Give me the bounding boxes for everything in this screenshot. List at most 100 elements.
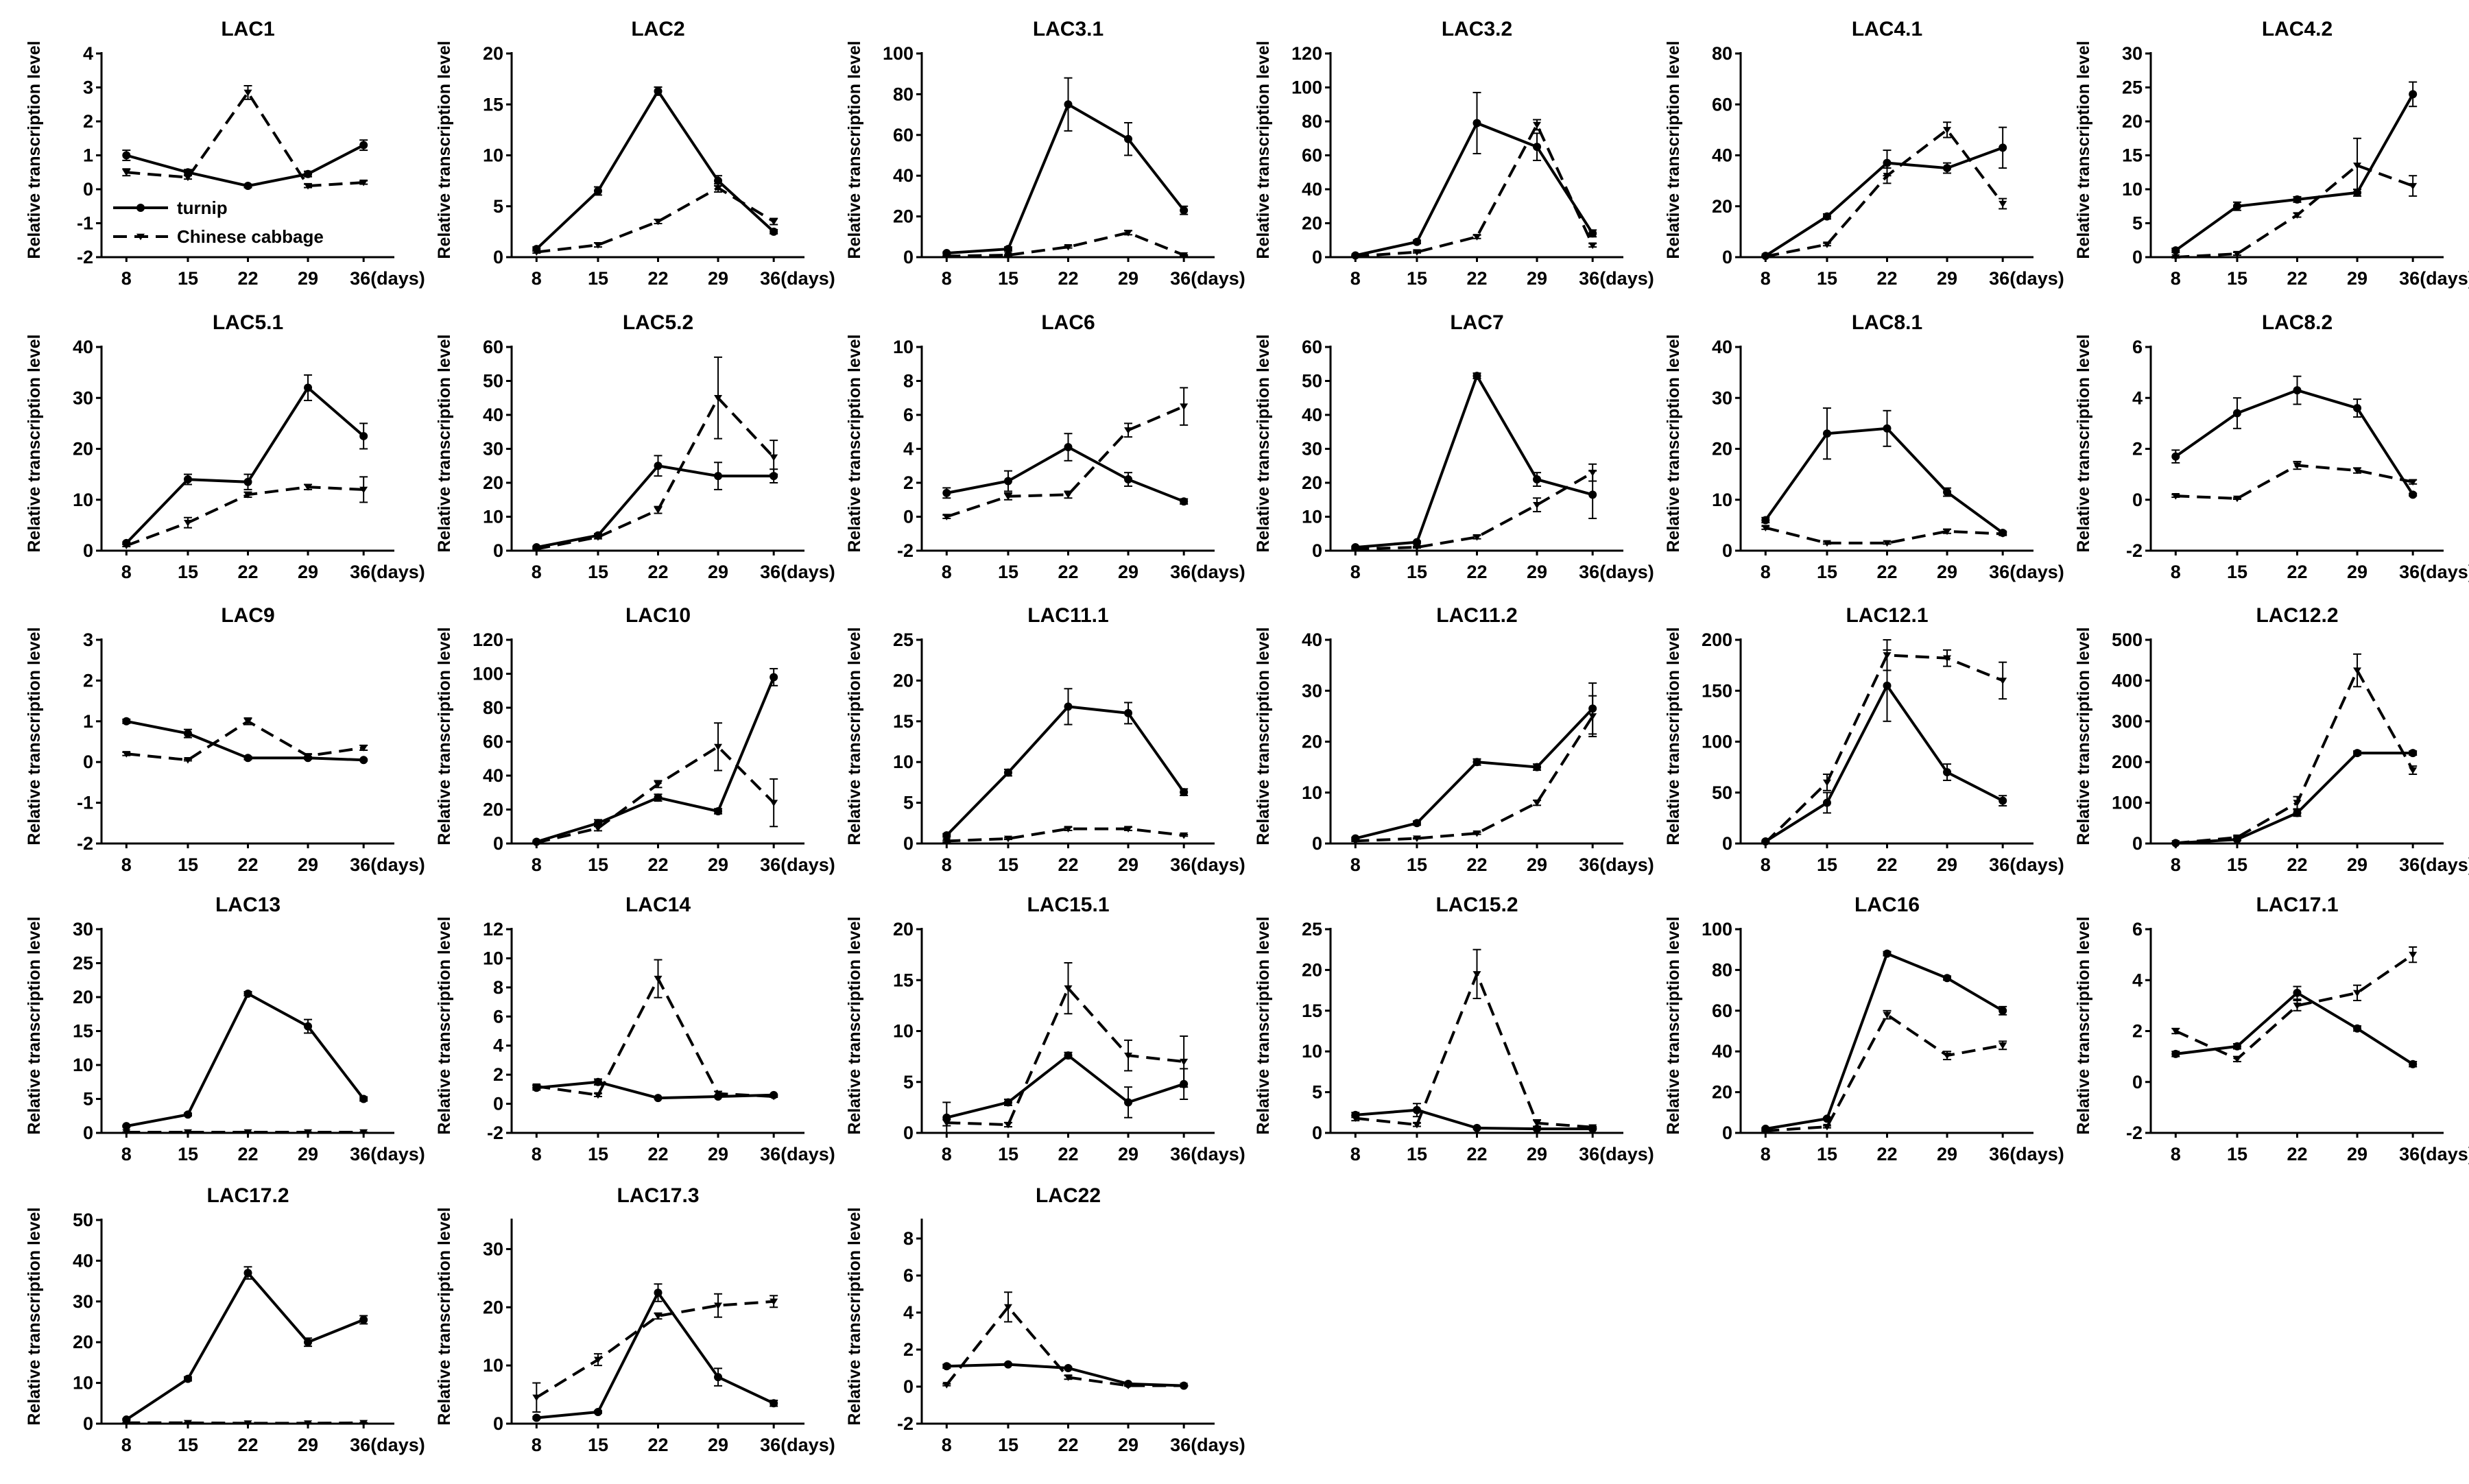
data-point-cabbage [1124,826,1133,833]
panel-lac17-2: LAC17.2 Relative transcription level 0 10 20… [25,1184,425,1455]
data-point-turnip [942,1362,951,1371]
x-tick-label: 22 [647,854,668,875]
data-point-cabbage [122,169,131,176]
x-tick-label: 22 [1058,562,1078,582]
data-point-turnip [2293,195,2302,204]
panel-title: LAC8.2 [2262,311,2333,334]
series-line-turnip [1765,951,2004,1131]
x-tick-label: 22 [647,1144,668,1164]
x-tick-label: 22 [237,1435,258,1455]
y-tick-label: -2 [77,247,93,267]
x-tick-label: 29 [1937,268,1957,289]
x-tick-label: 29 [1937,854,1957,875]
y-tick-label: 10 [2122,179,2143,200]
data-point-turnip [2232,202,2241,211]
y-tick-label: 10 [893,337,914,357]
y-axis-label: Relative transcription level [435,916,454,1134]
y-axis-label: Relative transcription level [2074,916,2093,1134]
y-tick-label: 0 [1722,1123,1732,1143]
data-point-cabbage [1999,678,2007,684]
panel-lac15-1: LAC15.1 Relative transcription level 0 5 10 1… [845,894,1245,1164]
data-point-cabbage [1124,1052,1133,1060]
data-point-cabbage [1999,531,2007,538]
panel-title: LAC1 [221,18,274,40]
y-tick-label: 10 [483,948,503,968]
data-point-turnip [1883,424,1892,433]
x-tick-label: 22 [1058,268,1078,289]
data-point-cabbage [654,1313,663,1320]
series-line-cabbage [1765,1012,2003,1132]
data-point-cabbage [2409,951,2418,959]
x-tick-label: 29 [298,1144,318,1164]
y-tick-label: 20 [1712,196,1732,217]
legend-marker-cabbage [136,233,145,241]
data-point-cabbage [1472,971,1481,978]
data-point-cabbage [714,395,723,402]
y-tick-label: 50 [483,371,503,392]
panel-lac22: LAC22 Relative transcription level -2 0 2 4 6 8… [845,1184,1245,1455]
data-point-cabbage [1003,1304,1012,1311]
y-tick-label: 5 [903,793,914,813]
x-tick-label: 36(days) [350,1435,425,1455]
y-tick-label: 0 [1312,540,1322,561]
series-line-cabbage [1355,121,1595,258]
data-point-cabbage [2293,212,2302,219]
data-point-cabbage [243,718,252,726]
y-tick-label: 1 [83,145,93,166]
series-line-cabbage [536,186,775,254]
y-tick-label: 15 [893,711,914,732]
data-point-turnip [770,227,778,236]
data-point-turnip [714,176,723,185]
series-line-cabbage [126,486,364,547]
panel-title: LAC17.3 [617,1184,699,1207]
y-axis-label: Relative transcription level [1664,40,1683,259]
series-line-cabbage [2175,667,2414,845]
y-axis-label: Relative transcription level [1254,40,1273,259]
y-tick-label: 2 [2132,439,2143,459]
x-tick-label: 8 [1761,562,1771,582]
y-tick-label: 80 [1712,959,1732,980]
data-point-turnip [714,1373,723,1382]
y-tick-label: 8 [903,371,914,392]
y-tick-label: 80 [893,84,914,104]
x-tick-label: 36(days) [1170,854,1245,875]
x-tick-label: 8 [532,854,542,875]
data-point-cabbage [1999,200,2007,208]
data-point-cabbage [304,182,313,190]
y-tick-label: 500 [2112,630,2143,650]
y-tick-label: 20 [1302,472,1322,493]
data-point-turnip [2293,988,2302,997]
x-tick-label: 22 [1058,854,1078,875]
data-point-cabbage [1180,403,1189,411]
data-point-cabbage [1351,253,1360,261]
data-point-turnip [2232,409,2241,418]
data-point-cabbage [2293,1003,2302,1009]
data-point-turnip [1064,1364,1073,1372]
data-point-turnip [1822,212,1831,221]
y-tick-label: 10 [73,490,93,510]
y-tick-label: 25 [1302,919,1322,940]
x-tick-label: 29 [1118,268,1138,289]
data-point-turnip [654,86,663,95]
data-point-cabbage [359,179,368,187]
panel-title: LAC5.1 [213,311,283,334]
x-tick-label: 8 [1350,268,1361,289]
y-tick-label: 60 [1302,337,1322,357]
x-tick-label: 29 [708,562,728,582]
y-tick-label: 0 [1722,833,1732,854]
y-tick-label: 0 [1312,247,1322,267]
data-point-cabbage [2171,1028,2180,1035]
y-tick-label: 80 [483,697,503,718]
data-point-cabbage [1822,779,1831,787]
data-point-turnip [1761,516,1770,525]
x-tick-label: 36(days) [350,268,425,289]
data-point-turnip [2293,809,2302,817]
y-tick-label: 30 [483,1238,503,1259]
series-line-cabbage [945,1304,1184,1387]
x-tick-label: 36(days) [2399,1144,2469,1164]
y-tick-label: -2 [2126,540,2143,561]
data-point-cabbage [942,514,951,520]
y-tick-label: 5 [903,1072,914,1092]
panel-title: LAC15.2 [1435,894,1518,916]
y-tick-label: 1 [83,711,93,732]
